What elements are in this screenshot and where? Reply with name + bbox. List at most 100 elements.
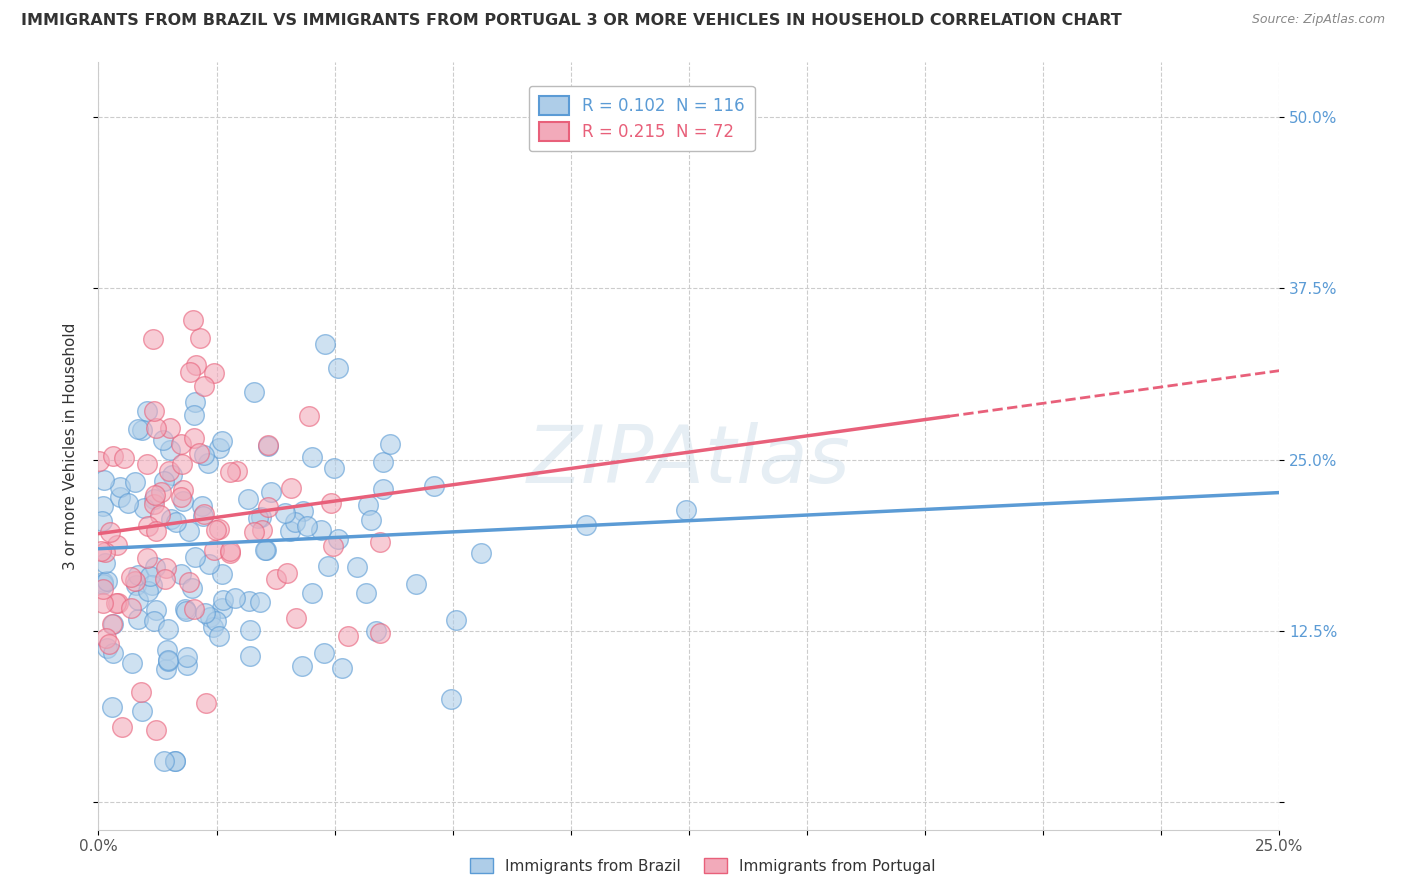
Point xyxy=(253,543,276,558)
Point xyxy=(322,539,344,553)
Point xyxy=(423,478,446,492)
Point xyxy=(131,423,153,437)
Point xyxy=(211,601,233,615)
Point xyxy=(405,577,427,591)
Point xyxy=(157,464,180,478)
Point xyxy=(301,586,323,600)
Point xyxy=(163,754,186,768)
Point xyxy=(145,603,167,617)
Point xyxy=(179,365,201,379)
Point xyxy=(211,567,233,582)
Point xyxy=(322,460,344,475)
Point xyxy=(212,593,235,607)
Point xyxy=(373,455,395,469)
Point xyxy=(145,524,167,539)
Point xyxy=(90,544,112,558)
Point xyxy=(98,525,121,540)
Point xyxy=(193,448,215,462)
Point xyxy=(127,612,149,626)
Point xyxy=(260,485,283,500)
Point xyxy=(91,577,114,591)
Point xyxy=(194,697,217,711)
Point xyxy=(153,754,176,768)
Point xyxy=(380,437,402,451)
Point xyxy=(205,614,228,628)
Point xyxy=(239,623,262,637)
Point xyxy=(326,532,349,546)
Point xyxy=(170,457,193,471)
Point xyxy=(142,332,165,346)
Point xyxy=(291,659,314,673)
Point xyxy=(204,543,226,558)
Point xyxy=(328,361,350,376)
Point xyxy=(256,500,278,514)
Point xyxy=(117,496,139,510)
Point xyxy=(301,450,323,465)
Point xyxy=(247,511,270,525)
Point xyxy=(143,560,166,574)
Point xyxy=(143,491,166,506)
Point xyxy=(208,522,231,536)
Point xyxy=(188,331,211,345)
Point xyxy=(174,604,197,618)
Point xyxy=(111,720,134,734)
Point xyxy=(183,313,205,327)
Point xyxy=(181,581,204,595)
Point xyxy=(91,575,114,590)
Point xyxy=(273,507,295,521)
Point xyxy=(108,480,131,494)
Point xyxy=(298,409,321,423)
Point xyxy=(155,561,177,575)
Point xyxy=(127,422,149,436)
Point xyxy=(121,656,143,670)
Point xyxy=(316,558,339,573)
Point xyxy=(264,572,287,586)
Point xyxy=(172,483,194,497)
Point xyxy=(321,496,343,510)
Point xyxy=(675,503,697,517)
Text: ZIPAtlas: ZIPAtlas xyxy=(527,422,851,500)
Text: IMMIGRANTS FROM BRAZIL VS IMMIGRANTS FROM PORTUGAL 3 OR MORE VEHICLES IN HOUSEHO: IMMIGRANTS FROM BRAZIL VS IMMIGRANTS FRO… xyxy=(21,13,1122,29)
Point xyxy=(159,442,181,457)
Point xyxy=(152,434,174,448)
Point xyxy=(131,704,153,718)
Point xyxy=(354,586,377,600)
Point xyxy=(125,578,148,592)
Point xyxy=(276,566,298,581)
Text: Source: ZipAtlas.com: Source: ZipAtlas.com xyxy=(1251,13,1385,27)
Point xyxy=(184,549,207,564)
Point xyxy=(160,468,183,483)
Point xyxy=(364,624,387,638)
Point xyxy=(368,625,391,640)
Point xyxy=(186,358,208,372)
Point xyxy=(170,437,193,451)
Point xyxy=(91,499,114,513)
Point xyxy=(157,652,180,666)
Point xyxy=(219,543,242,558)
Point xyxy=(152,474,174,488)
Point xyxy=(127,567,149,582)
Point xyxy=(193,507,215,521)
Point xyxy=(96,574,118,588)
Point xyxy=(243,525,266,540)
Point xyxy=(191,509,214,524)
Point xyxy=(159,512,181,526)
Point xyxy=(284,516,307,530)
Point xyxy=(143,488,166,502)
Point xyxy=(153,573,176,587)
Point xyxy=(112,450,135,465)
Point xyxy=(142,404,165,418)
Point xyxy=(211,434,233,449)
Point xyxy=(172,494,194,508)
Point xyxy=(138,569,160,583)
Point xyxy=(103,617,125,632)
Point xyxy=(191,500,214,514)
Point xyxy=(170,491,193,505)
Point xyxy=(330,661,353,675)
Point xyxy=(280,481,302,495)
Legend: Immigrants from Brazil, Immigrants from Portugal: Immigrants from Brazil, Immigrants from … xyxy=(464,852,942,880)
Point xyxy=(101,699,124,714)
Point xyxy=(134,500,156,515)
Point xyxy=(239,648,262,663)
Point xyxy=(94,545,117,559)
